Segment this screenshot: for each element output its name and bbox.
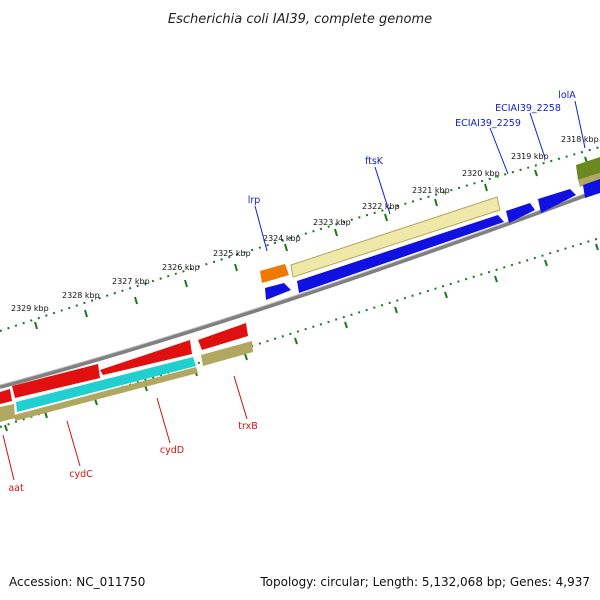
tick-label: 2323 kbp — [313, 218, 351, 227]
tick-label: 2320 kbp — [462, 169, 500, 178]
gene-blue-lrp[interactable] — [265, 283, 291, 300]
tick-label: 2329 kbp — [11, 304, 49, 313]
tick-label: 2326 kbp — [162, 263, 200, 272]
gene-green[interactable] — [576, 157, 600, 180]
gene-label-ECIAI39_2259[interactable]: ECIAI39_2259 — [455, 118, 521, 129]
map-title: Escherichia coli IAI39, complete genome — [168, 12, 432, 27]
genome-summary-text: Topology: circular; Length: 5,132,068 bp… — [259, 575, 590, 589]
gene-label-trxB[interactable]: trxB — [238, 421, 258, 432]
tick-label: 2328 kbp — [62, 291, 100, 300]
reverse-strand-genes — [0, 323, 253, 422]
gene-red-cydD[interactable] — [100, 340, 192, 375]
gene-red-trxB[interactable] — [198, 323, 248, 350]
tick-label: 2325 kbp — [213, 249, 251, 258]
gene-label-ECIAI39_2258[interactable]: ECIAI39_2258 — [495, 103, 561, 114]
gene-olive-trxB[interactable] — [201, 341, 253, 366]
gene-label-cydC[interactable]: cydC — [69, 469, 93, 480]
gene-label-aat[interactable]: aat — [8, 483, 24, 494]
gene-orange[interactable] — [260, 264, 289, 283]
genome-backbone — [0, 188, 600, 389]
gene-label-lolA[interactable]: lolA — [558, 90, 576, 101]
tick-labels: 2318 kbp 2319 kbp 2320 kbp 2321 kbp 2322… — [11, 135, 599, 313]
forward-strand-genes — [260, 157, 600, 300]
outer-major-ticks — [34, 156, 588, 330]
tick-label: 2319 kbp — [511, 152, 549, 161]
gene-pale-ftsK[interactable] — [290, 196, 501, 278]
bottom-gene-labels: trxB cydD cydC aat — [8, 421, 257, 494]
gene-red-aat[interactable] — [0, 389, 12, 404]
gene-cyan-trna[interactable] — [16, 357, 196, 412]
tick-label: 2321 kbp — [412, 186, 450, 195]
bottom-label-leaders — [2, 375, 248, 481]
gene-blue-ftsK[interactable] — [297, 215, 504, 293]
inner-tick-ring — [0, 237, 600, 428]
gene-label-cydD[interactable]: cydD — [160, 445, 184, 456]
gene-olive-right[interactable] — [578, 173, 600, 187]
top-gene-labels: lolA ECIAI39_2258 ECIAI39_2259 ftsK lrp — [248, 90, 577, 206]
gene-olive-aat[interactable] — [0, 404, 15, 422]
gene-label-lrp[interactable]: lrp — [248, 195, 261, 206]
tick-label: 2322 kbp — [362, 202, 400, 211]
tick-label: 2318 kbp — [561, 135, 599, 144]
tick-label: 2327 kbp — [112, 277, 150, 286]
gene-blue-2259[interactable] — [506, 203, 535, 223]
gene-label-ftsK[interactable]: ftsK — [365, 156, 384, 167]
accession-text: Accession: NC_011750 — [9, 575, 145, 589]
top-label-leaders — [254, 100, 586, 252]
genome-backbone-highlight — [0, 187, 600, 386]
gene-olive-cydC[interactable] — [14, 367, 198, 421]
tick-label: 2324 kbp — [263, 234, 301, 243]
gene-blue-2258[interactable] — [538, 189, 576, 213]
gene-red-cydC[interactable] — [12, 364, 100, 398]
gene-blue-lolA[interactable] — [583, 179, 600, 198]
